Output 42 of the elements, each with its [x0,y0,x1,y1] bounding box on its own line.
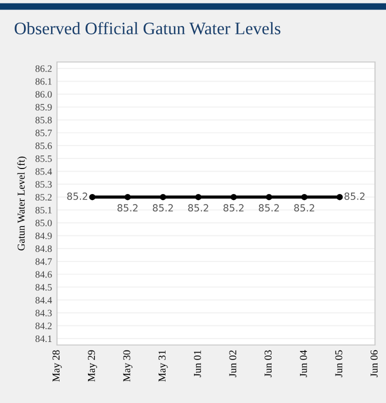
y-tick-label: 84.8 [35,245,52,252]
data-label: 85.2 [67,192,88,200]
data-label: 85.2 [118,204,138,212]
y-tick-label: 86.1 [35,78,52,85]
data-label: 85.2 [224,204,244,212]
y-axis-title: Gatun Water Level (ft) [17,156,27,250]
x-tick-label: May 30 [123,350,132,382]
x-tick-label: Jun 03 [264,350,272,378]
x-tick-label: Jun 05 [335,350,342,378]
y-tick-label: 85.2 [35,194,52,201]
x-tick-label: May 28 [52,350,62,382]
y-tick-label: 84.2 [35,322,52,330]
y-tick-label: 85.7 [35,130,52,136]
data-label: 85.2 [152,204,173,212]
y-tick-label: 85.0 [35,220,52,226]
y-tick-label: 84.9 [35,232,52,240]
y-tick-label: 86.2 [35,65,52,72]
y-tick-label: 84.5 [35,284,52,291]
y-tick-label: 84.3 [35,310,52,316]
x-tick-label: Jun 06 [370,350,378,378]
y-tick-label: 85.6 [35,142,52,150]
y-tick-label: 84.1 [35,335,52,342]
x-tick-label: Jun 02 [229,350,236,378]
x-tick-label: Jun 01 [194,350,201,378]
data-label: 85.2 [344,192,365,200]
y-tick-label: 84.7 [35,258,52,265]
data-label: 85.2 [294,204,314,212]
y-tick-label: 85.3 [35,181,52,188]
x-tick-label: Jun 04 [300,350,307,378]
y-tick-label: 85.8 [35,116,52,124]
y-tick-label: 85.1 [35,206,52,214]
y-tick-label: 84.6 [35,271,52,278]
data-label: 85.2 [188,204,208,212]
y-tick-label: 85.5 [35,155,52,162]
x-tick-label: May 31 [158,350,168,382]
y-tick-label: 85.4 [35,168,52,175]
y-tick-label: 84.4 [35,296,52,304]
data-label: 85.2 [258,204,279,212]
y-tick-label: 86.0 [35,91,52,98]
y-tick-label: 85.9 [35,104,52,111]
x-tick-label: May 29 [88,350,98,382]
chart-title: Observed Official Gatun Water Levels [14,22,280,34]
